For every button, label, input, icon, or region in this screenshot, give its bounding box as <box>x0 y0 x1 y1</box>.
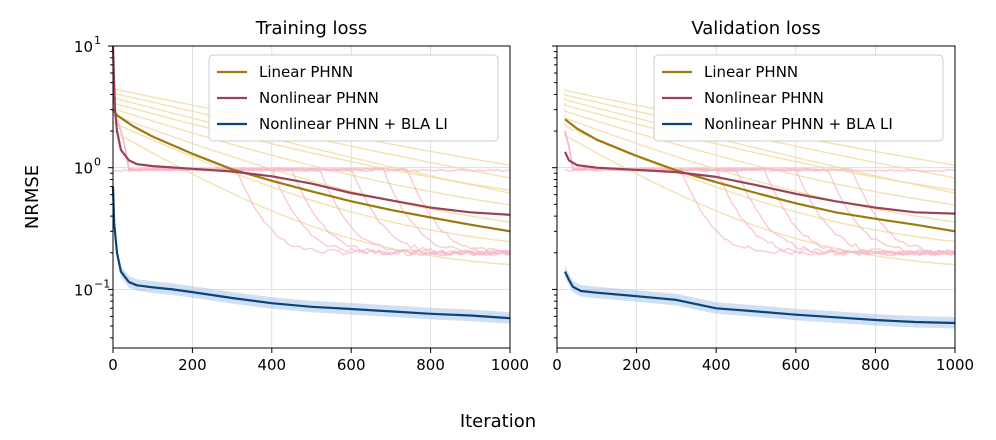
linear-run-2 <box>112 114 511 223</box>
legend-box <box>653 54 944 142</box>
linear-run-0 <box>112 130 511 266</box>
legend-box <box>208 54 499 142</box>
series-line-nonlinear <box>111 45 511 216</box>
legend-label: Nonlinear PHNN <box>704 89 824 107</box>
x-tick-label: 400 <box>702 356 731 374</box>
x-tick-label: 600 <box>337 356 366 374</box>
x-tick-label: 200 <box>622 356 651 374</box>
plot-frame <box>556 45 956 349</box>
bla-spread-band <box>113 180 510 324</box>
y-tick-label: 10 <box>74 281 93 299</box>
legend-label: Nonlinear PHNN + BLA LI <box>704 115 893 133</box>
panel-validation-loss: 0 200 400 600 800 1000 Validation loss Linear P… <box>552 18 974 374</box>
series-line-bla <box>111 186 511 320</box>
x-tick-label: 800 <box>416 356 445 374</box>
series-line-bla <box>564 271 956 325</box>
legend: Linear PHNN Nonlinear PHNN Nonlinear PHNN … <box>208 54 499 142</box>
linear-run-5 <box>564 97 956 194</box>
x-tick-label: 600 <box>781 356 810 374</box>
series-line-nonlinear <box>564 151 956 215</box>
x-tick-label: 200 <box>178 356 207 374</box>
chart-title: Validation loss <box>691 18 820 39</box>
y-axis-label: NRMSE <box>22 165 43 229</box>
linear-run-3 <box>564 108 956 206</box>
series-line-linear <box>564 118 956 233</box>
y-tick-label: 10 <box>74 160 93 178</box>
legend-label: Nonlinear PHNN + BLA LI <box>259 115 448 133</box>
bla-spread-band <box>565 265 955 329</box>
nonlinear-run-7 <box>112 168 511 173</box>
linear-run-0 <box>564 131 956 266</box>
series-line-linear <box>112 108 511 233</box>
legend-label: Linear PHNN <box>259 63 353 81</box>
chart-title: Training loss <box>255 18 368 39</box>
legend-label: Linear PHNN <box>704 63 798 81</box>
individual-runs <box>112 88 511 266</box>
y-tick-exponent: −1 <box>94 277 110 290</box>
linear-run-2 <box>564 115 956 223</box>
x-tick-label: 1000 <box>936 356 974 374</box>
legend: Linear PHNN Nonlinear PHNN Nonlinear PHNN … <box>653 54 944 142</box>
x-axis-label: Iteration <box>460 411 536 432</box>
x-tick-label: 0 <box>108 356 118 374</box>
x-tick-label: 400 <box>257 356 286 374</box>
plot-frame <box>112 45 511 349</box>
linear-run-5 <box>112 97 511 194</box>
x-tick-label: 0 <box>552 356 562 374</box>
y-tick-exponent: 1 <box>94 34 101 47</box>
x-tick-label: 800 <box>861 356 890 374</box>
y-tick-label: 10 <box>74 38 93 56</box>
legend-label: Nonlinear PHNN <box>259 89 379 107</box>
linear-run-3 <box>112 108 511 206</box>
y-tick-exponent: 0 <box>94 156 101 169</box>
x-tick-label: 1000 <box>491 356 529 374</box>
